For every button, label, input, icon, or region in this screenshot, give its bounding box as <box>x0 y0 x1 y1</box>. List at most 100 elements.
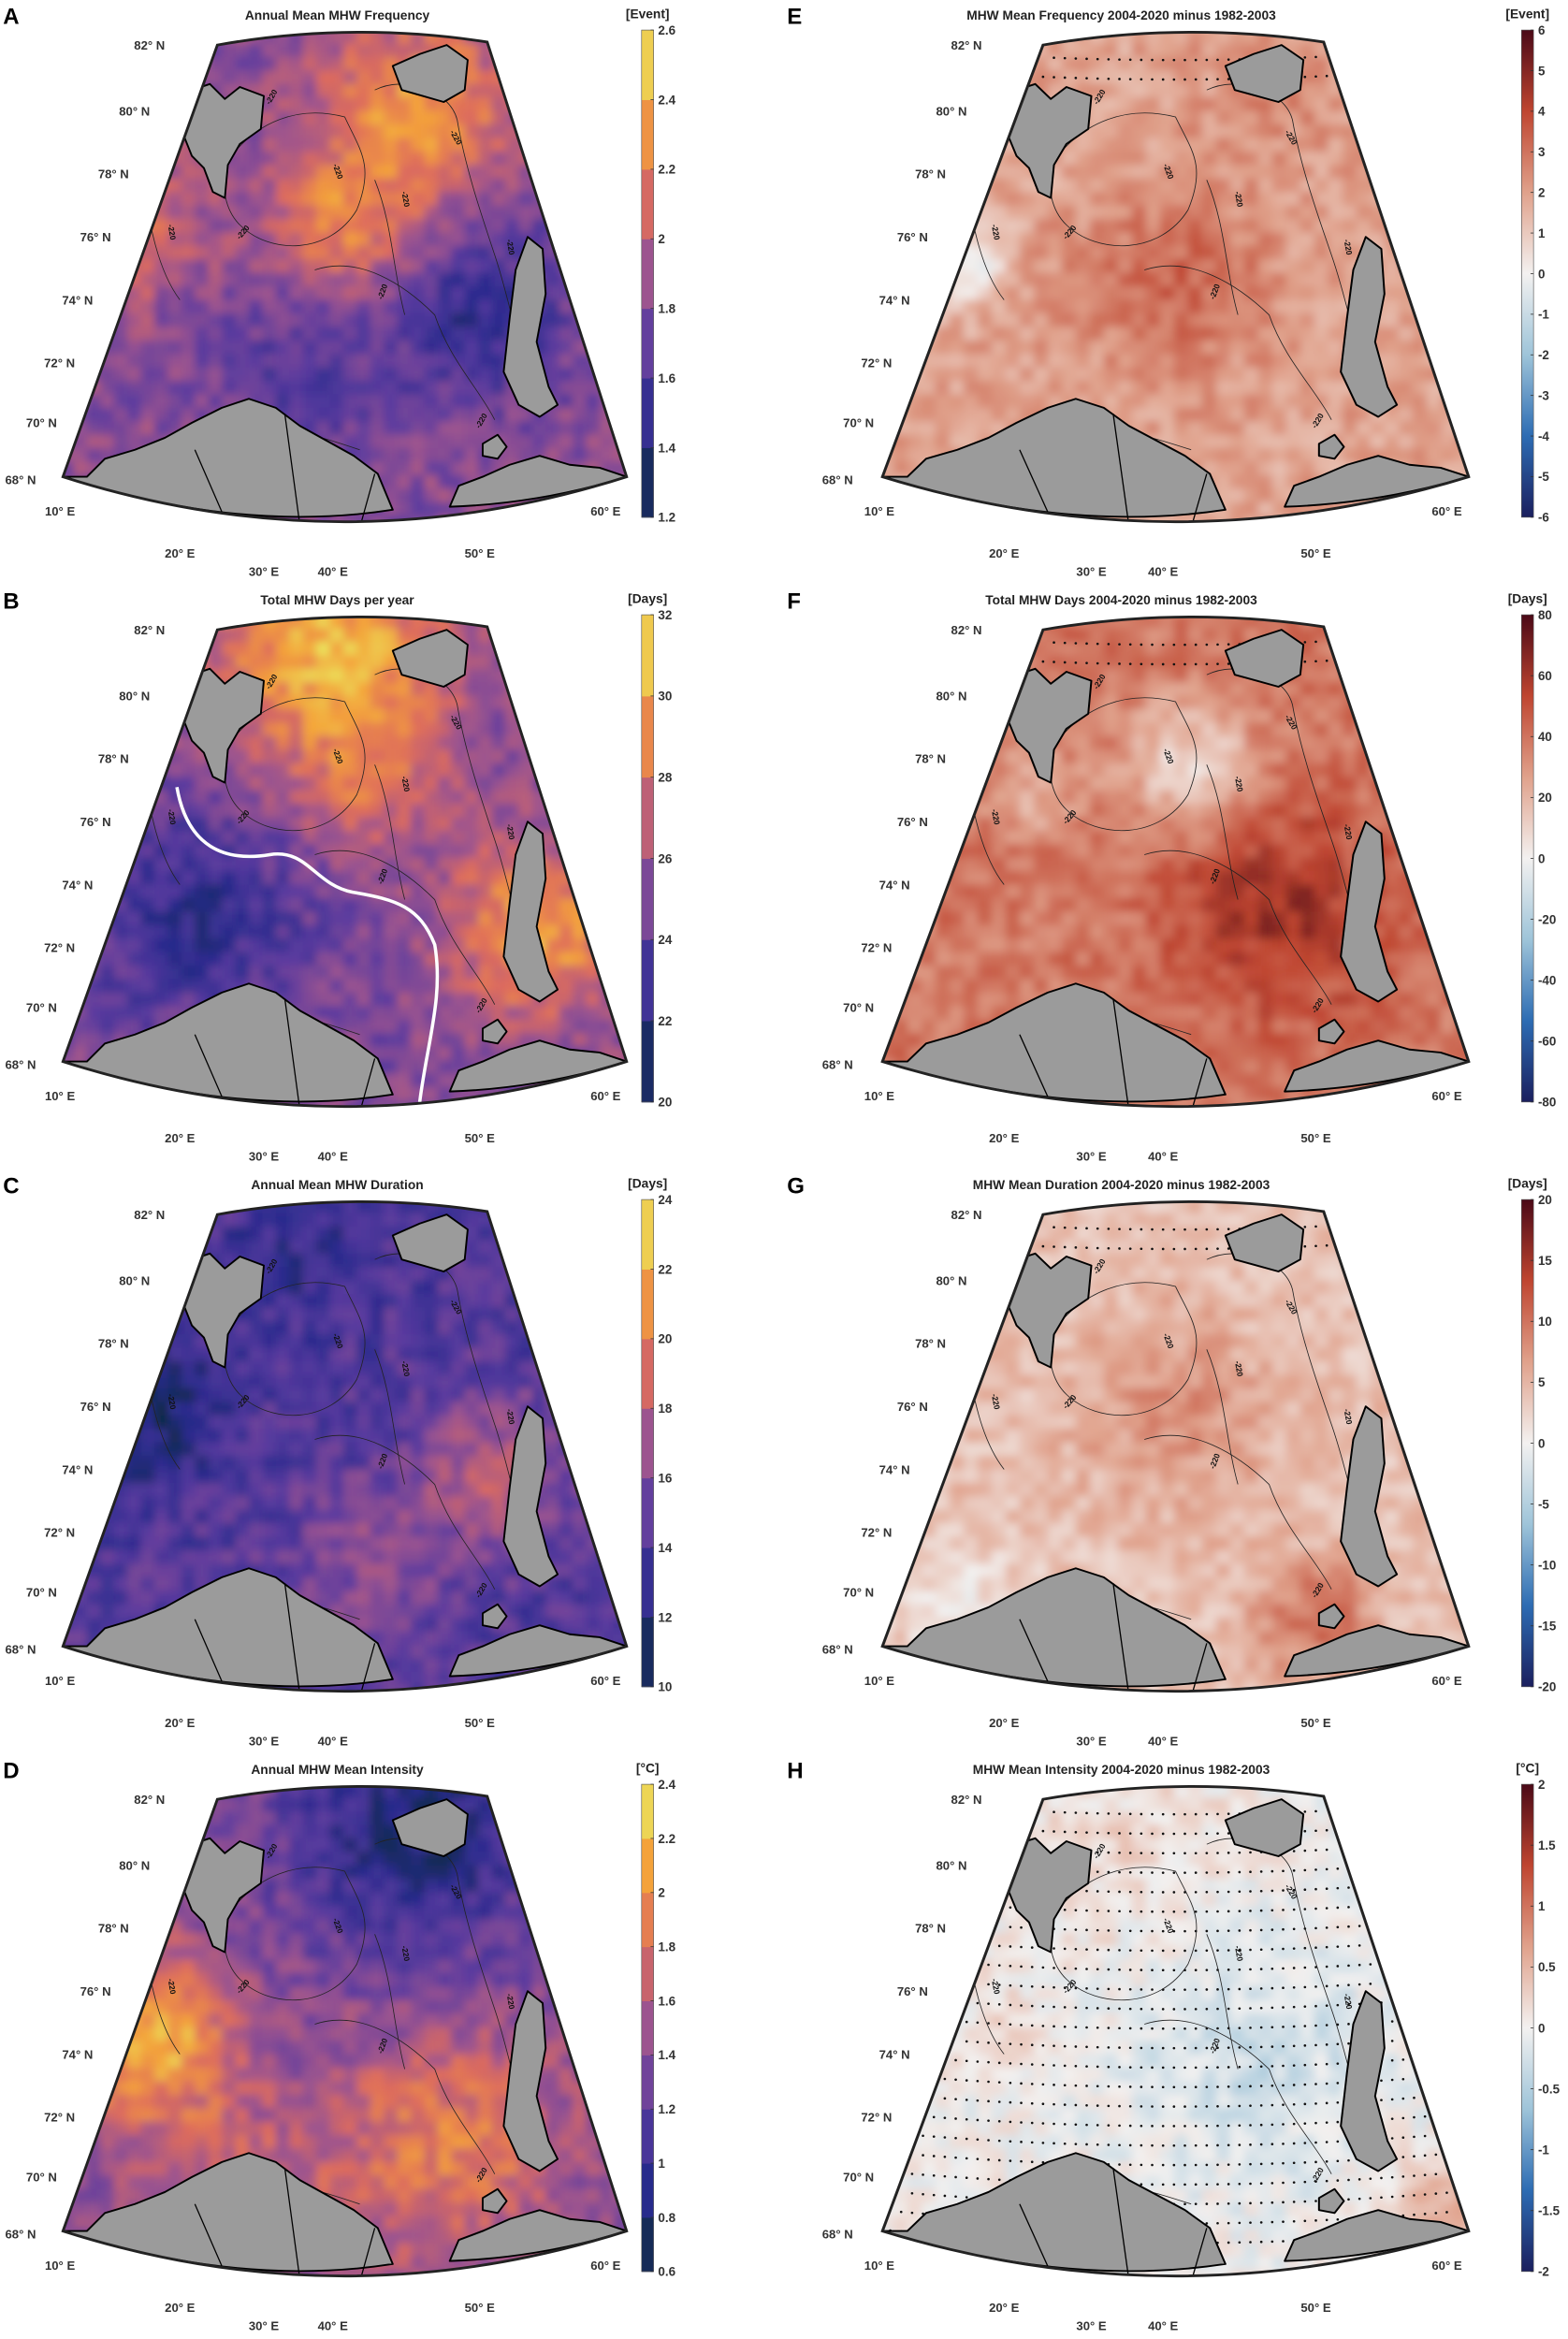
field-cell <box>329 205 347 223</box>
field-cell <box>370 218 387 236</box>
field-cell <box>86 43 104 61</box>
field-cell <box>437 911 455 928</box>
field-cell <box>275 897 293 915</box>
field-cell <box>573 178 589 196</box>
field-cell <box>963 70 981 87</box>
field-cell <box>545 32 562 34</box>
field-cell <box>181 381 198 398</box>
field-cell <box>342 205 360 223</box>
field-cell <box>140 655 158 672</box>
field-cell <box>935 70 953 87</box>
field-cell <box>1187 394 1206 412</box>
field-cell <box>559 749 576 766</box>
field-cell <box>1145 381 1164 398</box>
field-cell <box>1061 259 1080 276</box>
field-cell <box>613 722 627 740</box>
field-cell <box>47 152 64 168</box>
field-cell <box>1019 205 1038 223</box>
field-cell <box>451 790 468 807</box>
field-cell <box>316 641 333 659</box>
field-cell <box>613 367 627 385</box>
field-cell <box>397 259 414 276</box>
field-cell <box>86 407 104 425</box>
field-cell <box>248 857 266 875</box>
field-cell <box>63 695 77 713</box>
field-cell <box>235 790 253 807</box>
field-cell <box>262 83 280 101</box>
field-cell <box>424 488 442 506</box>
field-cell <box>586 617 603 618</box>
field-cell <box>504 668 522 686</box>
field-cell <box>1229 178 1248 196</box>
field-cell <box>329 151 347 168</box>
field-cell <box>464 884 482 902</box>
field-cell <box>1426 299 1445 317</box>
field-cell <box>181 43 198 61</box>
field-cell <box>329 259 347 276</box>
field-cell <box>1271 272 1290 290</box>
field-cell <box>478 354 495 370</box>
field-cell <box>1441 543 1458 559</box>
field-cell <box>1047 367 1066 385</box>
field-cell <box>1257 434 1276 452</box>
field-cell <box>47 858 64 875</box>
field-cell <box>140 722 158 740</box>
field-cell <box>464 617 482 618</box>
field-cell <box>1454 32 1469 47</box>
field-cell <box>356 790 373 807</box>
field-cell <box>275 655 293 672</box>
field-cell <box>195 790 211 807</box>
field-cell <box>222 218 239 236</box>
field-cell <box>113 655 131 672</box>
field-cell <box>573 165 589 182</box>
field-cell <box>1370 124 1388 141</box>
field-cell <box>1005 70 1024 87</box>
field-cell <box>411 461 428 479</box>
field-cell <box>949 286 967 303</box>
field-cell <box>1061 43 1080 61</box>
field-cell <box>545 340 562 357</box>
field-cell <box>451 192 468 209</box>
field-cell <box>1145 312 1164 330</box>
field-cell <box>977 299 995 317</box>
field-cell <box>289 232 306 250</box>
field-cell <box>1075 232 1094 250</box>
field-cell <box>262 830 280 848</box>
field-cell <box>893 97 911 114</box>
field-cell <box>627 722 644 739</box>
field-cell <box>411 830 428 848</box>
field-cell <box>1370 501 1388 519</box>
field-cell <box>424 857 442 875</box>
field-cell <box>397 97 414 114</box>
field-cell <box>613 790 627 807</box>
isobath-contour <box>314 265 496 420</box>
field-cell <box>531 617 549 632</box>
field-cell <box>411 695 428 713</box>
field-cell <box>1440 286 1459 303</box>
field-cell <box>977 110 995 128</box>
field-cell <box>100 421 117 438</box>
field-cell <box>86 272 104 290</box>
field-cell <box>599 259 617 276</box>
field-cell <box>356 299 373 317</box>
field-cell <box>545 884 562 902</box>
field-cell <box>140 165 158 182</box>
field-cell <box>478 218 495 236</box>
field-cell <box>154 952 171 969</box>
field-cell <box>1187 110 1206 128</box>
field-cell <box>545 617 562 618</box>
field-cell <box>907 530 924 546</box>
field-cell <box>1243 205 1262 223</box>
field-cell <box>1145 340 1164 357</box>
field-cell <box>47 696 64 713</box>
field-cell <box>397 722 414 740</box>
field-cell <box>370 530 387 546</box>
field-cell <box>302 381 320 398</box>
stipple-dot <box>1063 76 1067 80</box>
field-cell <box>1173 178 1192 196</box>
field-cell <box>1159 421 1178 438</box>
field-cell <box>1426 327 1445 343</box>
field-cell <box>222 803 239 821</box>
field-cell <box>504 641 522 659</box>
